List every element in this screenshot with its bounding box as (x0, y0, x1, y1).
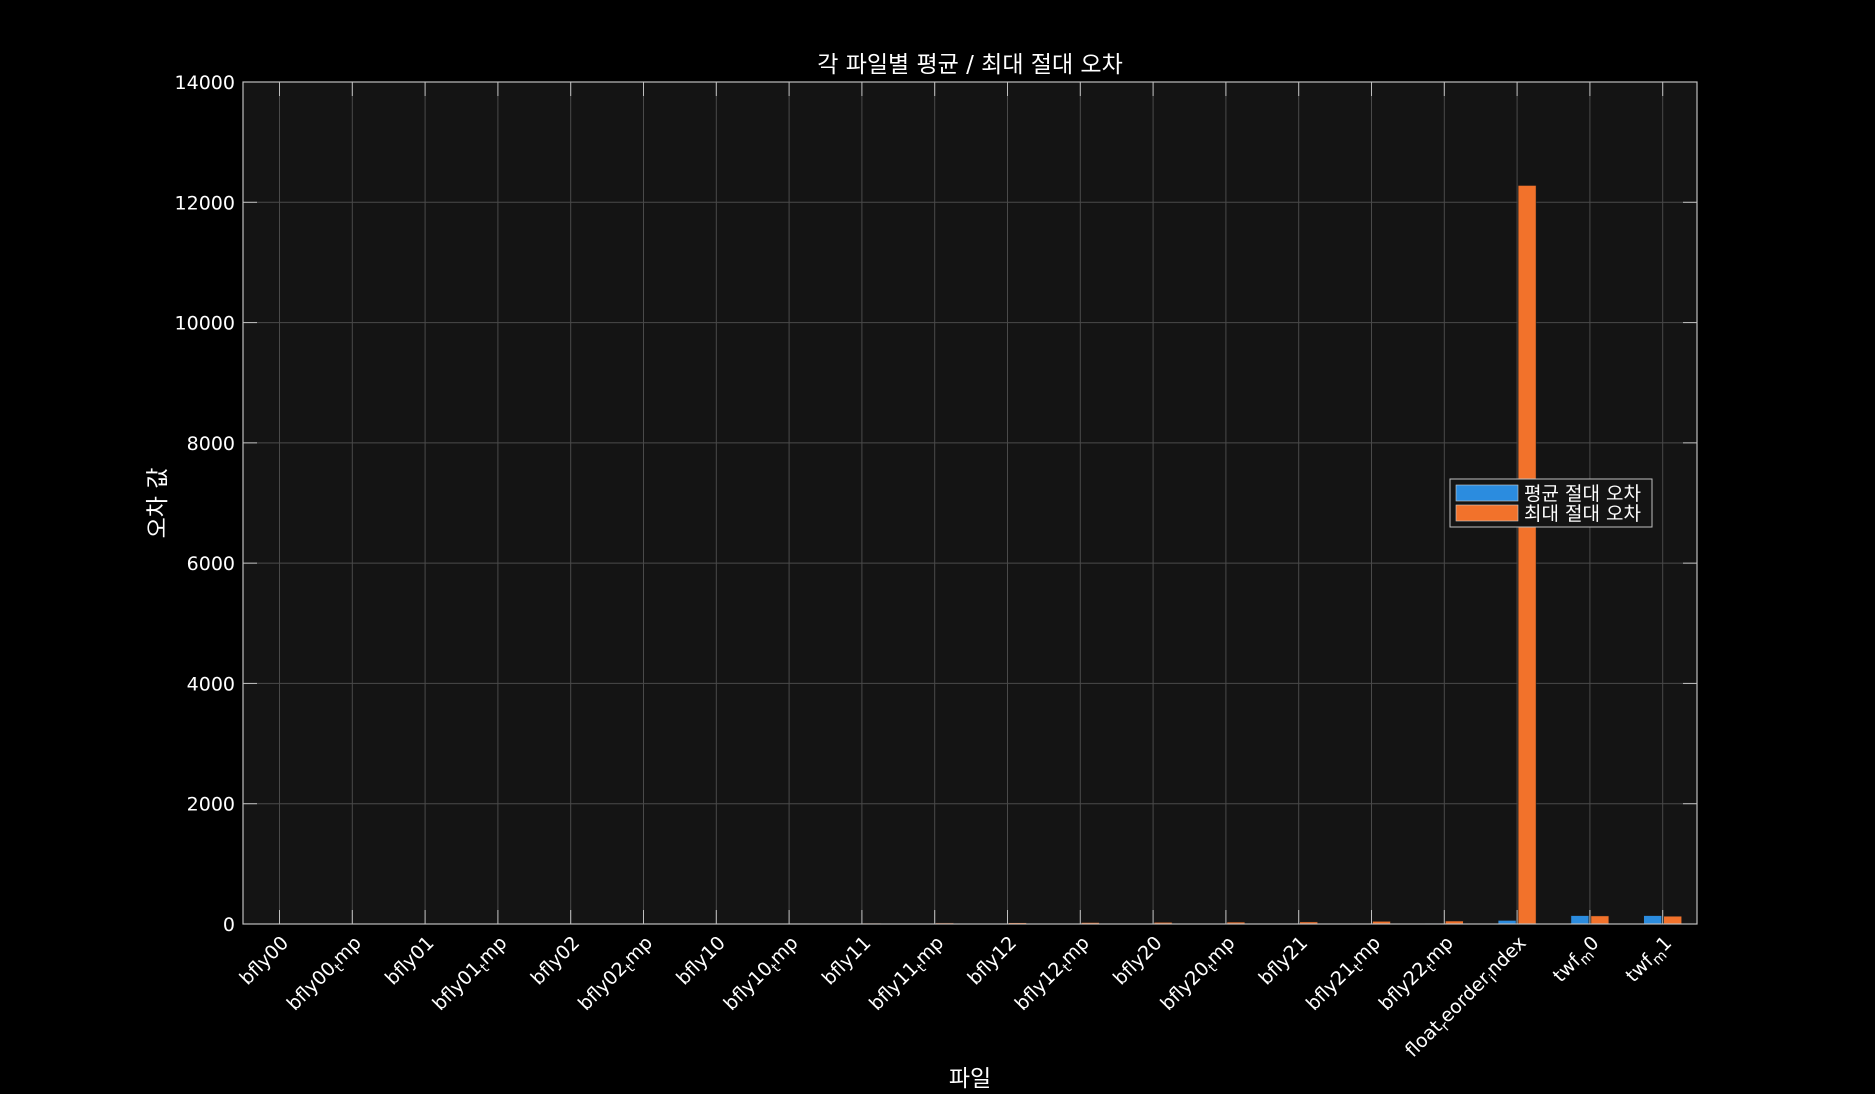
bar-mean (1570, 915, 1590, 925)
legend-label: 평균 절대 오차 (1524, 483, 1641, 505)
y-tick-label: 6000 (187, 553, 235, 575)
y-tick-label: 8000 (187, 433, 235, 455)
y-tick-label: 14000 (175, 72, 235, 94)
y-tick-label: 12000 (175, 192, 235, 214)
bar-mean (1643, 915, 1662, 925)
y-axis-label: 오차 값 (145, 468, 171, 539)
x-axis-label: 파일 (949, 1066, 991, 1092)
y-tick-label: 0 (223, 914, 235, 936)
legend-swatch (1455, 484, 1519, 502)
legend-label: 최대 절대 오차 (1524, 503, 1641, 525)
y-tick-label: 10000 (175, 313, 235, 335)
bar-max (1517, 185, 1537, 925)
y-tick-label: 4000 (187, 673, 235, 695)
axes-frame (242, 81, 1698, 925)
grid (243, 82, 1697, 924)
legend-swatch (1455, 504, 1519, 522)
bar-max (1590, 915, 1610, 925)
chart-title: 각 파일별 평균 / 최대 절대 오차 (817, 52, 1123, 78)
bar-max (1663, 915, 1682, 925)
y-tick-labels: 0 2000 4000 6000 8000 10000 12000 14000 (175, 72, 235, 936)
y-tick-label: 2000 (187, 794, 235, 816)
ticks (243, 81, 1697, 925)
